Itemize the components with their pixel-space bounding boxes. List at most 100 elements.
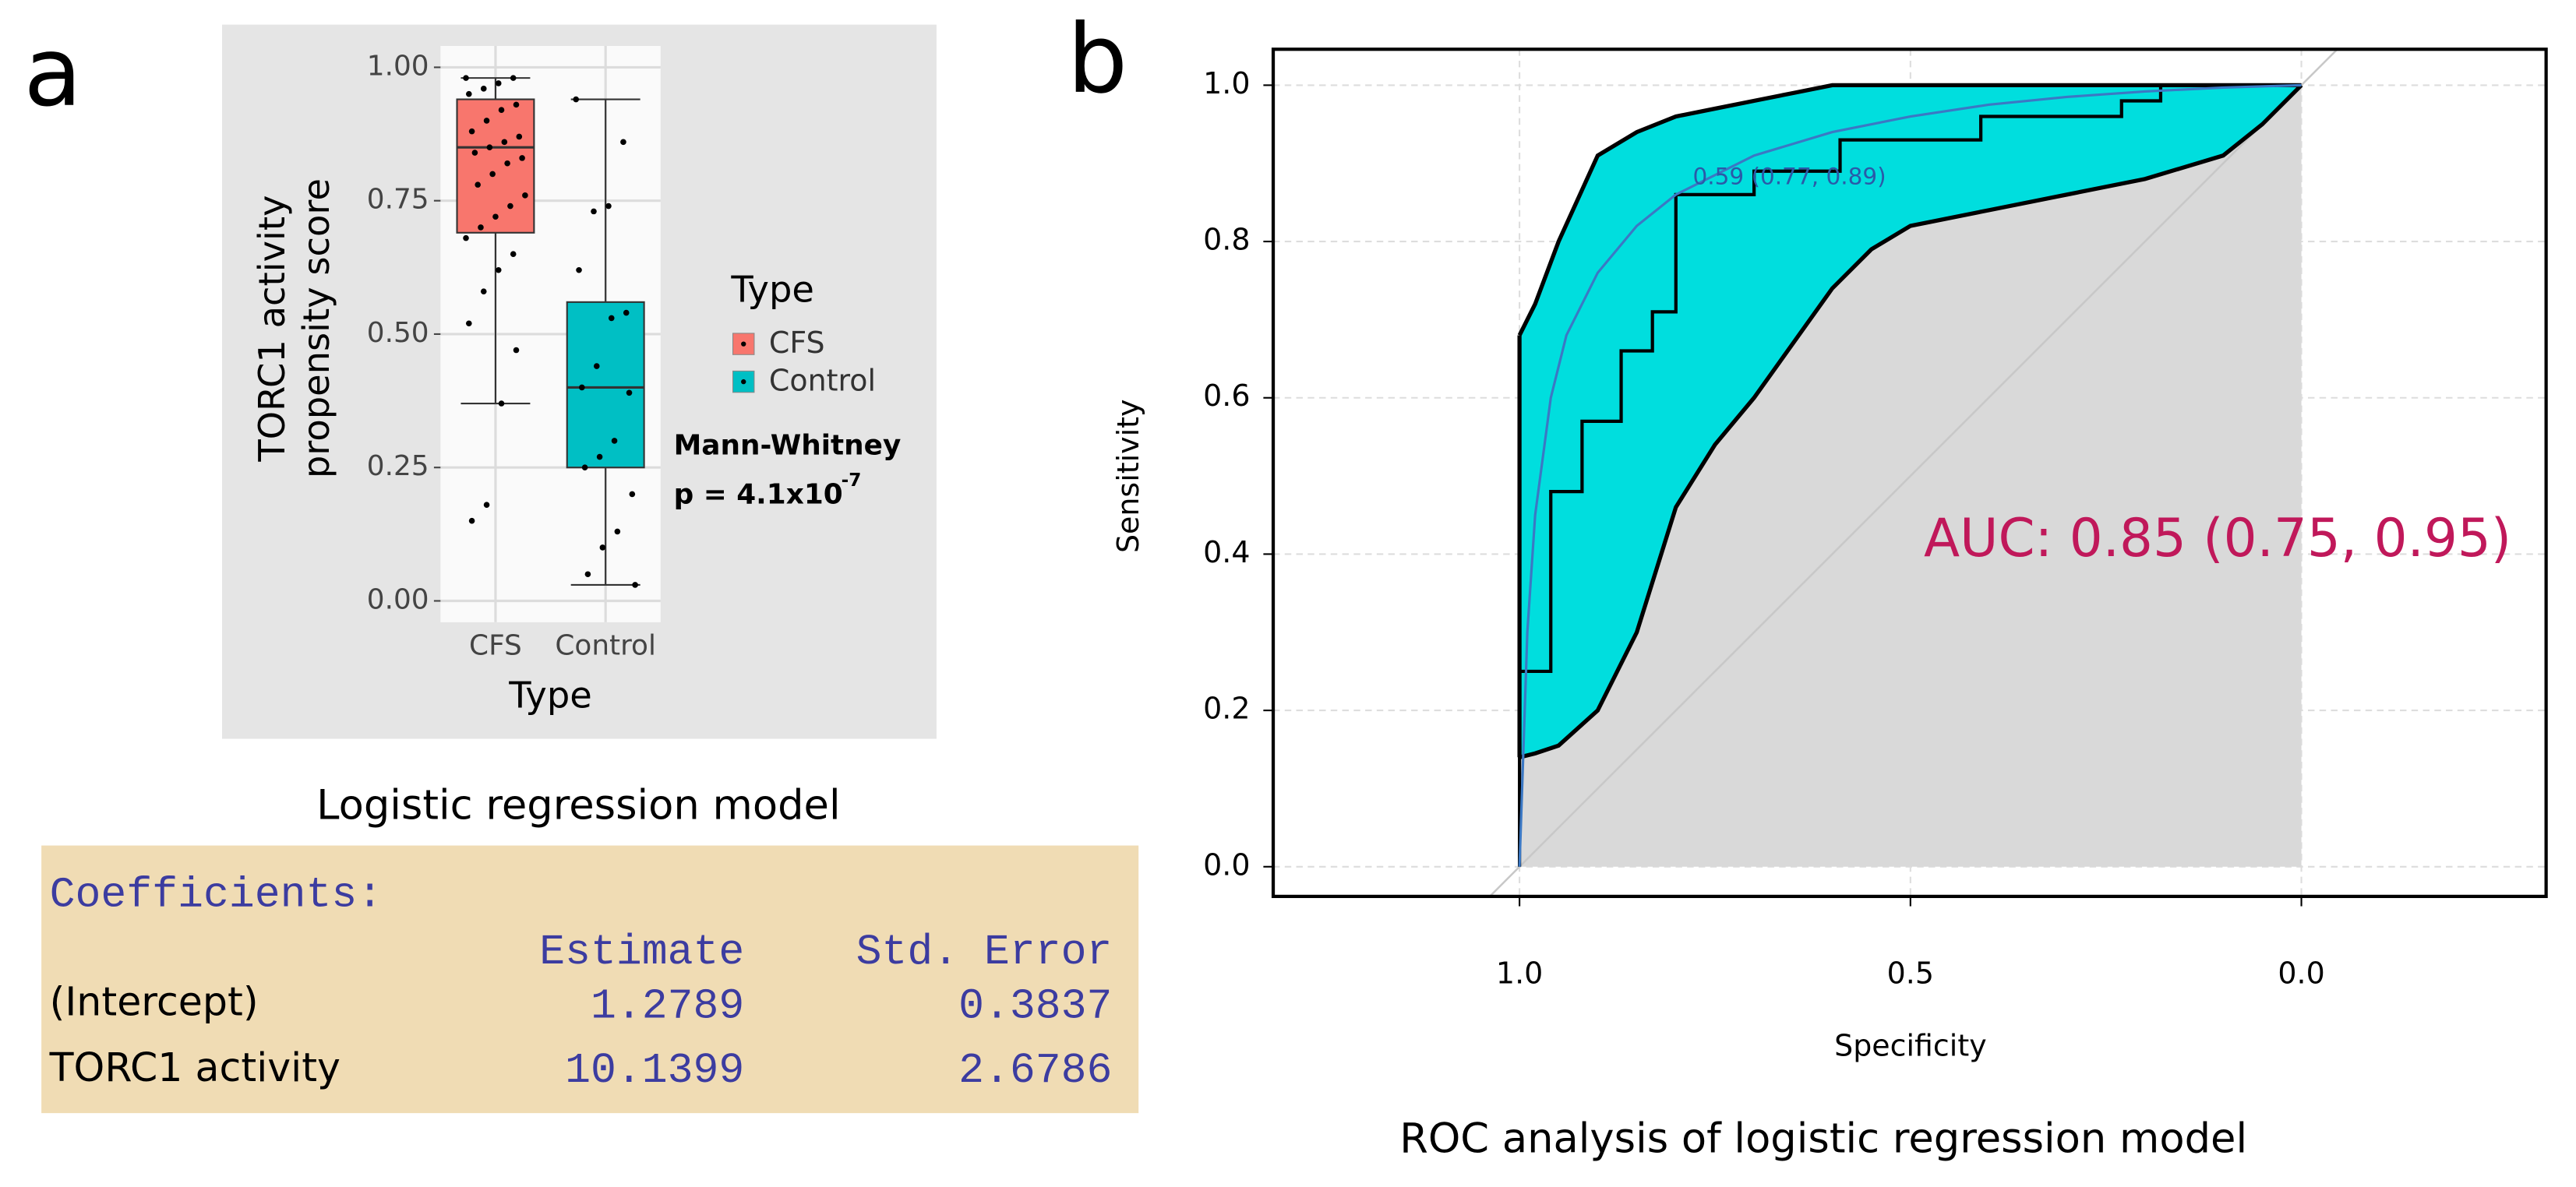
point (522, 192, 528, 199)
threshold-label: 0.59 (0.77, 0.89) (1692, 164, 1886, 190)
row-label: TORC1 activity (49, 1044, 341, 1090)
table-background (41, 845, 1139, 1114)
point (573, 96, 580, 103)
point (480, 288, 487, 294)
point (513, 347, 520, 354)
y-tick-label: 0.6 (1203, 379, 1250, 413)
point (623, 309, 630, 316)
point (480, 86, 487, 92)
x-axis-label: Type (508, 674, 591, 716)
point (516, 133, 523, 140)
column-header: Std. Error (856, 928, 1113, 977)
point (466, 90, 472, 97)
plot-frame (1271, 48, 2548, 899)
roc-axes: 1.0 0.5 0.0 0.0 0.2 0.4 0.6 0.8 1.0 AUC: 0.85 (0.… (1203, 48, 2548, 991)
point (579, 384, 585, 391)
point (489, 171, 496, 178)
smooth-curve (1518, 83, 2302, 867)
column-header: Estimate (539, 928, 744, 977)
point (501, 139, 508, 146)
y-tick-label: 0.75 (367, 184, 429, 216)
annotation-exponent: -7 (842, 470, 862, 491)
point (475, 181, 481, 188)
ci-band-fill (1519, 85, 2302, 758)
legend-label: Control (769, 364, 876, 398)
x-tick-label: 0.0 (2278, 956, 2324, 991)
x-tick-label: Control (555, 630, 656, 662)
panel-label: b (1067, 4, 1128, 114)
y-tick-label: 1.0 (1203, 66, 1250, 100)
point (486, 144, 493, 150)
y-tick-label: 0.2 (1203, 692, 1250, 726)
point (468, 517, 475, 524)
point (495, 266, 502, 273)
point (584, 571, 591, 578)
point (478, 224, 484, 231)
x-axis-label: Specificity (1834, 1028, 1987, 1062)
point (611, 438, 618, 444)
box-plot: 0.00 0.25 0.50 0.75 1.00 CFS Control CFS Control (367, 46, 876, 662)
point (576, 266, 582, 273)
ci-upper (1517, 83, 2302, 336)
y-tick-label: 0.50 (367, 317, 429, 349)
point (507, 203, 513, 210)
cell: 10.1399 (565, 1047, 744, 1095)
point (608, 315, 615, 322)
point (620, 139, 626, 146)
chart-caption: ROC analysis of logistic regression mode… (1399, 1115, 2247, 1163)
table-caption: Logistic regression model (316, 782, 840, 829)
point (614, 528, 621, 535)
point (591, 208, 597, 215)
point (498, 400, 505, 407)
y-axis-label: Sensitivity (1111, 400, 1145, 554)
auc-annotation: AUC: 0.85 (0.75, 0.95) (1924, 507, 2511, 569)
point (599, 544, 606, 551)
legend-label: CFS (769, 326, 825, 360)
point (468, 128, 475, 135)
cell: 2.6786 (958, 1047, 1112, 1095)
point (605, 203, 612, 210)
point (581, 464, 588, 471)
point (471, 150, 478, 156)
x-tick-label: 0.5 (1887, 956, 1934, 991)
table-title: Coefficients: (50, 871, 383, 919)
point (504, 160, 510, 167)
point (519, 155, 525, 161)
point (495, 80, 502, 86)
y-axis-label: propensity score (295, 178, 337, 478)
legend-title: Type (730, 269, 813, 311)
point (463, 234, 469, 241)
point (510, 251, 517, 257)
point (498, 107, 505, 114)
cell: 0.3837 (958, 983, 1112, 1031)
box (456, 98, 535, 234)
point (483, 502, 490, 508)
x-tick-label: CFS (469, 630, 522, 662)
y-tick-label: 0.8 (1203, 223, 1250, 257)
point (463, 75, 469, 81)
y-axis-label: TORC1 activity (251, 195, 293, 462)
ci-lower (1519, 83, 2303, 759)
y-tick-label: 0.25 (367, 450, 429, 482)
point (466, 320, 472, 327)
x-tick-label: 1.0 (1496, 956, 1543, 991)
annotation: p = 4.1x10 (674, 479, 843, 511)
y-tick-label: 0.00 (367, 583, 429, 615)
legend-key-point (741, 341, 746, 347)
y-tick-label: 0.4 (1203, 535, 1250, 569)
y-tick-label: 1.00 (367, 50, 429, 82)
panel-label: a (23, 17, 82, 128)
point (593, 363, 600, 369)
point (626, 389, 633, 396)
point (483, 118, 490, 124)
legend-key-point (741, 379, 746, 385)
roc-plot: 0.59 (0.77, 0.89) (1273, 49, 2546, 896)
cell: 1.2789 (591, 983, 744, 1031)
point (513, 101, 520, 108)
point (510, 75, 517, 81)
box (566, 301, 645, 469)
y-tick-label: 0.0 (1203, 847, 1250, 882)
diagonal (1488, 49, 2339, 896)
